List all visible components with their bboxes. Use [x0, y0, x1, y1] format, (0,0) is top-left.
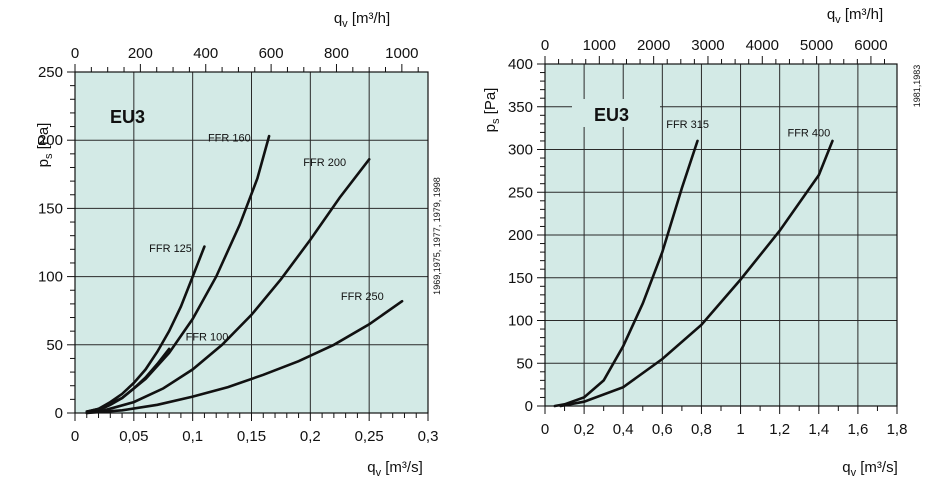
y-tick-label: 150 — [38, 200, 63, 217]
x2-tick-label: 1000 — [583, 37, 616, 54]
x-axis-title: qv [m³/s] — [367, 459, 423, 479]
side-note: 1969,1975, 1977, 1979, 1998 — [432, 177, 442, 295]
y-tick-label: 350 — [508, 99, 533, 116]
curve-ffr-250 — [85, 299, 404, 415]
curve-label: FFR 400 — [787, 128, 830, 140]
curve-label: FFR 200 — [303, 157, 346, 169]
curve-ffr-400 — [559, 139, 834, 408]
x-tick-label: 0 — [541, 421, 549, 438]
x2-tick-label: 4000 — [746, 37, 779, 54]
y-tick-label: 0 — [55, 405, 63, 422]
y-axis-title: ps [Pa] — [482, 88, 502, 133]
y-tick-label: 200 — [38, 132, 63, 149]
y-tick-label: 100 — [38, 269, 63, 286]
brand-backdrop — [572, 99, 660, 127]
x-axis-title: qv [m³/s] — [842, 459, 898, 479]
x2-tick-label: 0 — [71, 45, 79, 62]
x-tick-label: 1,6 — [847, 421, 868, 438]
x-tick-label: 0,6 — [652, 421, 673, 438]
brand-label: EU3 — [594, 105, 629, 125]
curve-label: FFR 125 — [149, 243, 192, 255]
x-tick-label: 1 — [736, 421, 744, 438]
y-tick-label: 100 — [508, 313, 533, 330]
x2-tick-label: 6000 — [854, 37, 887, 54]
x2-tick-label: 0 — [541, 37, 549, 54]
y-tick-label: 400 — [508, 56, 533, 73]
y-tick-label: 50 — [516, 355, 533, 372]
x-tick-label: 0,2 — [574, 421, 595, 438]
x2-tick-label: 2000 — [637, 37, 670, 54]
y-tick-label: 0 — [525, 398, 533, 415]
x-tick-label: 1,2 — [769, 421, 790, 438]
y-tick-label: 150 — [508, 270, 533, 287]
x2-axis-title: qv [m³/h] — [334, 10, 390, 30]
curve-label: FFR 315 — [666, 119, 709, 131]
y-tick-label: 50 — [46, 337, 63, 354]
x2-tick-label: 800 — [324, 45, 349, 62]
y-tick-label: 300 — [508, 142, 533, 159]
curve-ffr-315 — [553, 139, 699, 408]
x2-tick-label: 5000 — [800, 37, 833, 54]
chart-left: 0 0,05 0,1 0,15 0,2 0,25 0,3 0 200 400 600 800 1000 0… — [35, 10, 442, 479]
y-tick-label: 250 — [38, 64, 63, 81]
x-tick-label: 1,8 — [887, 421, 908, 438]
curve-label: FFR 100 — [186, 332, 229, 344]
x-tick-label: 0,1 — [182, 428, 203, 445]
y-tick-label: 250 — [508, 184, 533, 201]
x-tick-label: 0,2 — [300, 428, 321, 445]
x-tick-label: 0,25 — [355, 428, 384, 445]
curve-label: FFR 160 — [208, 133, 251, 145]
x2-tick-label: 400 — [193, 45, 218, 62]
x2-tick-label: 3000 — [691, 37, 724, 54]
x-tick-label: 0,4 — [613, 421, 634, 438]
curve-ffr-160 — [85, 134, 271, 413]
x-tick-label: 1,4 — [808, 421, 829, 438]
curve-ffr-200 — [85, 158, 371, 415]
side-note: 1981,1983 — [912, 65, 922, 108]
x2-tick-label: 600 — [259, 45, 284, 62]
x2-tick-label: 200 — [128, 45, 153, 62]
x-tick-label: 0 — [71, 428, 79, 445]
x-tick-label: 0,3 — [418, 428, 439, 445]
x-tick-label: 0,8 — [691, 421, 712, 438]
chart-right: 0 0,2 0,4 0,6 0,8 1 1,2 1,4 1,6 1,80 1000 2000 3000 4… — [482, 6, 922, 479]
x-tick-label: 0,05 — [119, 428, 148, 445]
x2-axis-title: qv [m³/h] — [827, 6, 883, 26]
brand-label: EU3 — [110, 107, 145, 127]
x-tick-label: 0,15 — [237, 428, 266, 445]
y-tick-label: 200 — [508, 227, 533, 244]
x2-tick-label: 1000 — [385, 45, 418, 62]
curve-label: FFR 250 — [341, 291, 384, 303]
y-axis-title: ps [Pa] — [35, 123, 55, 168]
